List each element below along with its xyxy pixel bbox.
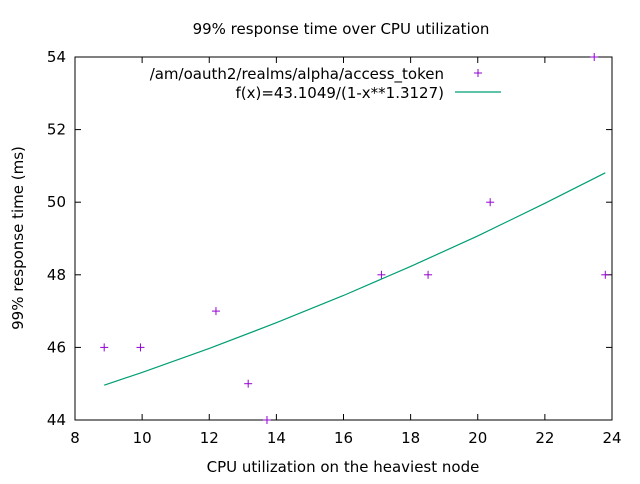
legend-label-fit: f(x)=43.1049/(1-x**1.3127) — [235, 84, 444, 102]
y-tick-label: 44 — [47, 411, 66, 429]
fit-curve — [104, 172, 606, 386]
data-point — [424, 270, 433, 279]
data-point — [486, 198, 495, 207]
data-point — [136, 343, 145, 352]
y-tick-label: 54 — [47, 48, 66, 66]
x-axis-label: CPU utilization on the heaviest node — [207, 458, 480, 476]
data-point — [377, 270, 386, 279]
data-point — [601, 270, 610, 279]
plot-frame — [74, 56, 613, 421]
legend-marker-points — [474, 69, 482, 77]
x-tick-label: 24 — [602, 429, 621, 447]
data-point — [590, 53, 599, 61]
chart-marks — [100, 53, 610, 424]
y-tick-label: 50 — [47, 193, 66, 211]
legend: /am/oauth2/realms/alpha/access_token f(x… — [150, 65, 501, 102]
x-tick-label: 14 — [267, 429, 286, 447]
legend-label-points: /am/oauth2/realms/alpha/access_token — [150, 65, 444, 84]
y-axis-label: 99% response time (ms) — [9, 146, 27, 330]
x-tick-label: 18 — [401, 429, 420, 447]
x-tick-label: 16 — [334, 429, 353, 447]
data-point — [100, 343, 109, 352]
chart-title: 99% response time over CPU utilization — [193, 20, 490, 38]
y-tick-label: 48 — [47, 266, 66, 284]
data-point — [211, 307, 220, 316]
y-tick-label: 52 — [47, 121, 66, 139]
axis-ticks: 8 10 12 14 16 18 20 22 24 44 46 48 50 52 54 — [47, 48, 622, 447]
y-tick-label: 46 — [47, 338, 66, 356]
x-tick-label: 10 — [133, 429, 152, 447]
data-point — [262, 416, 271, 424]
x-tick-label: 20 — [468, 429, 487, 447]
x-tick-label: 12 — [200, 429, 219, 447]
data-point — [244, 379, 253, 388]
x-tick-label: 22 — [535, 429, 554, 447]
x-tick-label: 8 — [70, 429, 80, 447]
